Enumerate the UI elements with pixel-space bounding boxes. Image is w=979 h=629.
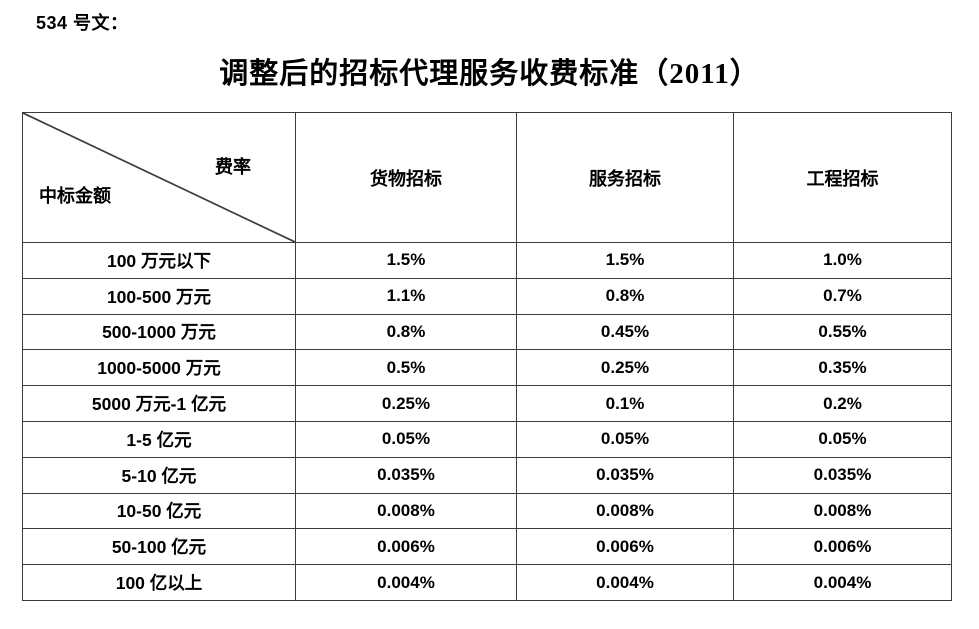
- rate-cell: 0.008%: [295, 492, 517, 530]
- rate-cell: 0.25%: [295, 385, 517, 422]
- rate-cell: 0.008%: [733, 492, 952, 530]
- rate-cell: 0.25%: [516, 349, 734, 387]
- rate-cell: 0.006%: [516, 528, 734, 566]
- rate-cell: 0.7%: [733, 277, 952, 315]
- doc-reference: 534 号文：: [36, 13, 129, 33]
- table-row: 1-5 亿元 0.05% 0.05% 0.05%: [22, 420, 952, 458]
- page-title: 调整后的招标代理服务收费标准（2011）: [219, 58, 760, 90]
- rate-cell: 0.035%: [516, 456, 734, 494]
- table-row: 5000 万元-1 亿元 0.25% 0.1% 0.2%: [22, 385, 952, 422]
- amount-cell: 1-5 亿元: [22, 420, 296, 458]
- rate-cell: 0.55%: [733, 313, 952, 351]
- amount-cell: 100 亿以上: [22, 564, 296, 601]
- rate-cell: 0.008%: [516, 492, 734, 530]
- amount-cell: 5-10 亿元: [22, 456, 296, 494]
- rate-cell: 0.05%: [733, 420, 952, 458]
- rate-cell: 1.5%: [516, 242, 734, 279]
- table-row: 100-500 万元 1.1% 0.8% 0.7%: [22, 277, 952, 315]
- amount-cell: 50-100 亿元: [22, 528, 296, 566]
- rate-cell: 0.006%: [295, 528, 517, 566]
- column-header-goods: 货物招标: [295, 112, 517, 243]
- corner-header-cell: 费率 中标金额: [22, 112, 296, 243]
- table-row: 500-1000 万元 0.8% 0.45% 0.55%: [22, 313, 952, 351]
- table-header-row: 费率 中标金额 货物招标 服务招标 工程招标: [22, 112, 952, 243]
- table-row: 50-100 亿元 0.006% 0.006% 0.006%: [22, 528, 952, 566]
- diagonal-divider-line: [23, 113, 295, 242]
- rate-cell: 0.1%: [516, 385, 734, 422]
- table-row: 100 万元以下 1.5% 1.5% 1.0%: [22, 242, 952, 279]
- table-row: 100 亿以上 0.004% 0.004% 0.004%: [22, 564, 952, 601]
- table-row: 5-10 亿元 0.035% 0.035% 0.035%: [22, 456, 952, 494]
- rate-cell: 0.035%: [733, 456, 952, 494]
- table-row: 1000-5000 万元 0.5% 0.25% 0.35%: [22, 349, 952, 387]
- corner-label-rate: 费率: [215, 157, 251, 177]
- rate-cell: 0.004%: [295, 564, 517, 601]
- rate-cell: 0.006%: [733, 528, 952, 566]
- amount-cell: 100 万元以下: [22, 242, 296, 279]
- rate-cell: 0.2%: [733, 385, 952, 422]
- rate-cell: 0.8%: [295, 313, 517, 351]
- rate-cell: 0.8%: [516, 277, 734, 315]
- rate-cell: 0.05%: [516, 420, 734, 458]
- rate-cell: 0.035%: [295, 456, 517, 494]
- amount-cell: 1000-5000 万元: [22, 349, 296, 387]
- amount-cell: 10-50 亿元: [22, 492, 296, 530]
- amount-cell: 5000 万元-1 亿元: [22, 385, 296, 422]
- rate-cell: 0.05%: [295, 420, 517, 458]
- column-header-engineering: 工程招标: [733, 112, 952, 243]
- fee-rate-table: 费率 中标金额 货物招标 服务招标 工程招标 100 万元以下 1.5% 1.5…: [22, 112, 952, 601]
- rate-cell: 0.45%: [516, 313, 734, 351]
- rate-cell: 0.004%: [733, 564, 952, 601]
- table-row: 10-50 亿元 0.008% 0.008% 0.008%: [22, 492, 952, 530]
- rate-cell: 0.35%: [733, 349, 952, 387]
- rate-cell: 1.1%: [295, 277, 517, 315]
- rate-cell: 1.5%: [295, 242, 517, 279]
- rate-cell: 0.5%: [295, 349, 517, 387]
- rate-cell: 1.0%: [733, 242, 952, 279]
- column-header-services: 服务招标: [516, 112, 734, 243]
- amount-cell: 100-500 万元: [22, 277, 296, 315]
- amount-cell: 500-1000 万元: [22, 313, 296, 351]
- corner-label-amount: 中标金额: [39, 186, 111, 206]
- rate-cell: 0.004%: [516, 564, 734, 601]
